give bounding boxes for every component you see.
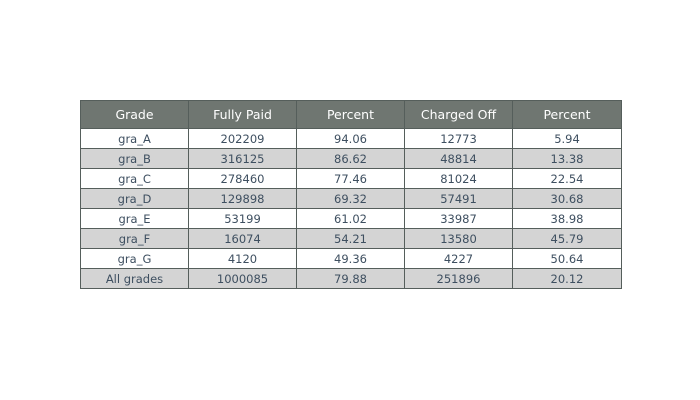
table-row-total: All grades 1000085 79.88 251896 20.12 [80, 268, 622, 289]
table-cell: gra_C [80, 168, 189, 189]
table-cell: 86.62 [296, 148, 405, 169]
table-header-row: Grade Fully Paid Percent Charged Off Per… [80, 100, 622, 129]
table-cell: gra_G [80, 248, 189, 269]
table-cell: 50.64 [512, 248, 622, 269]
table-cell: 4120 [188, 248, 297, 269]
table-cell: 53199 [188, 208, 297, 229]
table-cell: 202209 [188, 128, 297, 149]
table-row: gra_D 129898 69.32 57491 30.68 [80, 188, 622, 209]
table-cell: 5.94 [512, 128, 622, 149]
table-row: gra_E 53199 61.02 33987 38.98 [80, 208, 622, 229]
table-row: gra_B 316125 86.62 48814 13.38 [80, 148, 622, 169]
column-header-grade: Grade [80, 100, 189, 129]
grade-table: Grade Fully Paid Percent Charged Off Per… [80, 100, 622, 289]
column-header-fully-paid: Fully Paid [188, 100, 297, 129]
column-header-charged-off: Charged Off [404, 100, 513, 129]
table-cell: 30.68 [512, 188, 622, 209]
table-cell: gra_A [80, 128, 189, 149]
table-cell: 12773 [404, 128, 513, 149]
table-cell: 54.21 [296, 228, 405, 249]
table-cell: 49.36 [296, 248, 405, 269]
table-cell: 81024 [404, 168, 513, 189]
table-cell: All grades [80, 268, 189, 289]
table-cell: 13.38 [512, 148, 622, 169]
table-cell: gra_B [80, 148, 189, 169]
column-header-fully-paid-percent: Percent [296, 100, 405, 129]
table-cell: 61.02 [296, 208, 405, 229]
table-cell: 16074 [188, 228, 297, 249]
table-cell: gra_F [80, 228, 189, 249]
table-cell: 45.79 [512, 228, 622, 249]
table-cell: 20.12 [512, 268, 622, 289]
table-cell: 129898 [188, 188, 297, 209]
table-cell: 316125 [188, 148, 297, 169]
table-cell: 278460 [188, 168, 297, 189]
table-cell: 13580 [404, 228, 513, 249]
table-cell: 79.88 [296, 268, 405, 289]
table-cell: gra_E [80, 208, 189, 229]
table-cell: 4227 [404, 248, 513, 269]
table-cell: 22.54 [512, 168, 622, 189]
table-cell: 38.98 [512, 208, 622, 229]
grade-table-container: Grade Fully Paid Percent Charged Off Per… [80, 100, 622, 289]
table-cell: 94.06 [296, 128, 405, 149]
table-row: gra_G 4120 49.36 4227 50.64 [80, 248, 622, 269]
table-cell: 251896 [404, 268, 513, 289]
table-cell: 57491 [404, 188, 513, 209]
table-row: gra_C 278460 77.46 81024 22.54 [80, 168, 622, 189]
table-cell: 48814 [404, 148, 513, 169]
table-cell: 69.32 [296, 188, 405, 209]
table-row: gra_F 16074 54.21 13580 45.79 [80, 228, 622, 249]
table-cell: 1000085 [188, 268, 297, 289]
column-header-charged-off-percent: Percent [512, 100, 622, 129]
table-row: gra_A 202209 94.06 12773 5.94 [80, 128, 622, 149]
table-cell: gra_D [80, 188, 189, 209]
table-cell: 77.46 [296, 168, 405, 189]
table-cell: 33987 [404, 208, 513, 229]
